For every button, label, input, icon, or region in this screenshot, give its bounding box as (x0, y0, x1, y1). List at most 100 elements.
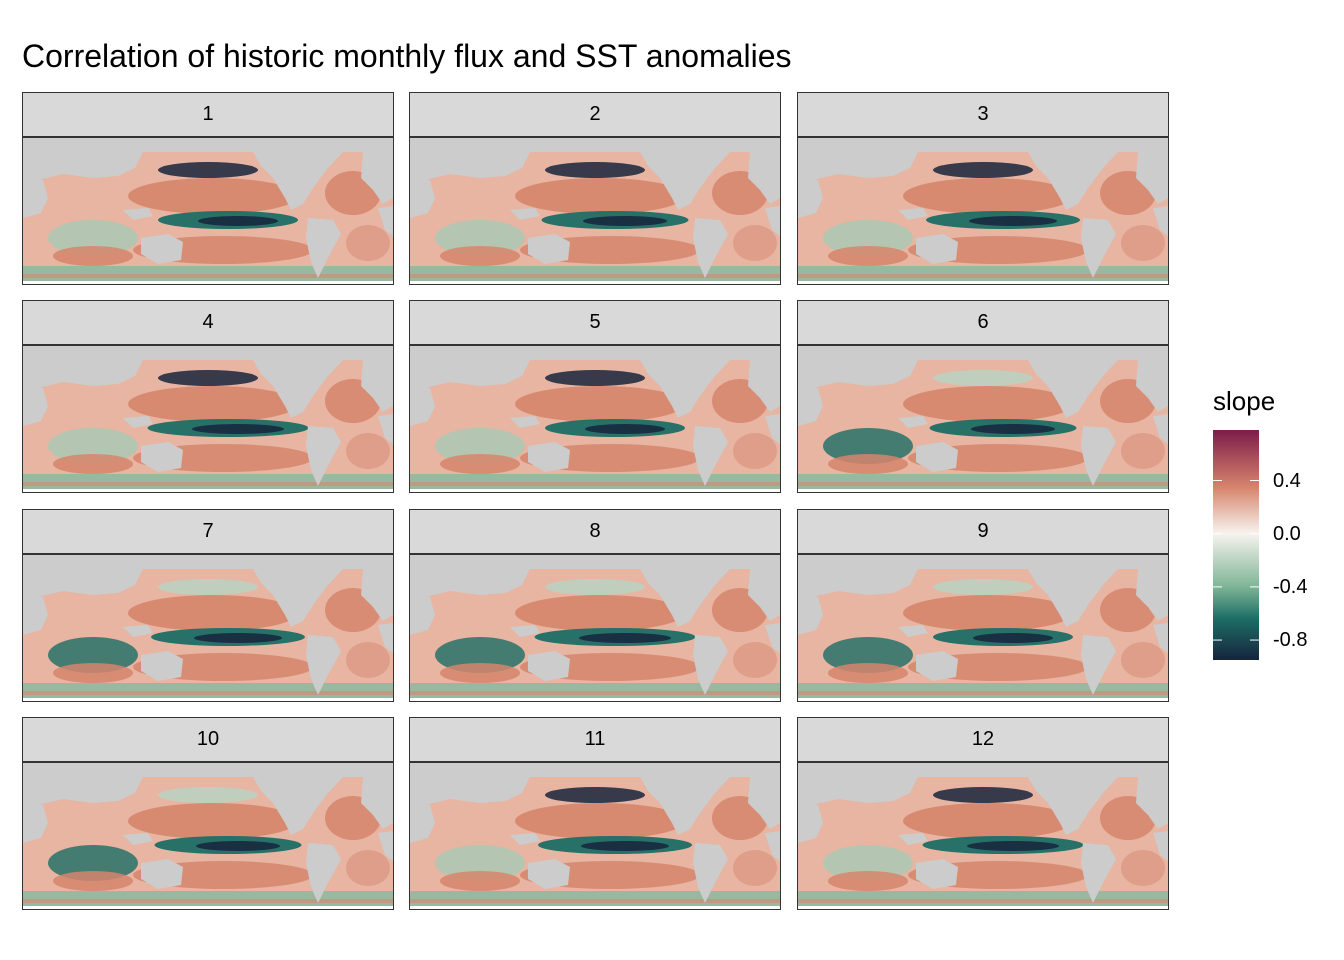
arctic-land (410, 763, 780, 777)
europe-land (361, 152, 393, 204)
maritime-continent-land (123, 208, 153, 220)
facet-strip-label: 4 (22, 300, 394, 345)
indian-ocean (48, 428, 138, 464)
subarctic-band (545, 370, 645, 386)
south-atlantic (1121, 642, 1165, 678)
north-pacific-band (903, 386, 1073, 422)
australia-land (528, 442, 570, 472)
south-indian-band (828, 871, 908, 891)
south-indian-band (53, 246, 133, 266)
europe-land (1136, 152, 1168, 204)
maritime-continent-land (898, 833, 928, 845)
arctic-land (23, 138, 393, 152)
south-america-land (1081, 635, 1116, 695)
southern-ocean-streak (798, 691, 1168, 695)
indian-ocean (823, 637, 913, 673)
antarctica-edge (798, 489, 1168, 492)
north-america-land (1028, 360, 1118, 418)
australia-land (528, 859, 570, 889)
indian-ocean (48, 637, 138, 673)
europe-land (1136, 569, 1168, 621)
eurasia-land (410, 777, 530, 805)
eurasia-land (798, 569, 918, 597)
australia-land (141, 442, 183, 472)
north-pacific-band (515, 386, 685, 422)
south-america-land (306, 843, 341, 903)
eurasia-land (23, 569, 143, 597)
facet-panel-9: 9 (797, 509, 1169, 702)
antarctica-edge (410, 698, 780, 701)
facet-map-svg (23, 555, 393, 701)
south-indian-band (440, 663, 520, 683)
australia-land (141, 651, 183, 681)
antarctica-edge (410, 489, 780, 492)
europe-land (1136, 360, 1168, 412)
australia-land (141, 859, 183, 889)
africa-land (23, 803, 48, 843)
maritime-continent-land (510, 208, 540, 220)
facet-map (22, 762, 394, 910)
africa-east-land (378, 206, 393, 236)
southern-ocean-streak (410, 482, 780, 486)
arctic-land (23, 555, 393, 569)
europe-land (748, 777, 780, 829)
antarctica-edge (410, 281, 780, 284)
facet-map-svg (798, 138, 1168, 284)
facet-map-svg (798, 346, 1168, 492)
antarctica-edge (23, 489, 393, 492)
africa-east-land (1153, 206, 1168, 236)
equatorial-pacific-core (585, 424, 665, 434)
africa-east-land (1153, 623, 1168, 653)
facet-panel-10: 10 (22, 717, 394, 910)
southern-ocean-streak (798, 899, 1168, 903)
equatorial-pacific-core (969, 216, 1057, 226)
facet-map-svg (23, 138, 393, 284)
facet-panel-7: 7 (22, 509, 394, 702)
facet-map-svg (23, 346, 393, 492)
south-america-land (1081, 843, 1116, 903)
arctic-land (23, 763, 393, 777)
north-america-land (1028, 152, 1118, 210)
facet-map (797, 345, 1169, 493)
facet-panel-1: 1 (22, 92, 394, 285)
south-america-land (306, 426, 341, 486)
southern-ocean-streak (410, 899, 780, 903)
facet-map (797, 762, 1169, 910)
indian-ocean (435, 845, 525, 881)
facet-map (409, 137, 781, 285)
south-atlantic (733, 642, 777, 678)
facet-map-svg (410, 138, 780, 284)
australia-land (528, 234, 570, 264)
north-pacific-band (128, 803, 298, 839)
facet-strip-label: 11 (409, 717, 781, 762)
south-indian-band (440, 454, 520, 474)
europe-land (361, 569, 393, 621)
eurasia-land (23, 360, 143, 388)
maritime-continent-land (123, 625, 153, 637)
indian-ocean (823, 845, 913, 881)
europe-land (748, 360, 780, 412)
facet-panel-12: 12 (797, 717, 1169, 910)
indian-ocean (48, 220, 138, 256)
indian-ocean (823, 220, 913, 256)
eurasia-land (23, 152, 143, 180)
arctic-land (410, 138, 780, 152)
subarctic-band (545, 579, 645, 595)
antarctica-edge (410, 906, 780, 909)
southern-ocean-streak (798, 274, 1168, 278)
eurasia-land (23, 777, 143, 805)
africa-east-land (1153, 414, 1168, 444)
north-america-land (1028, 777, 1118, 835)
australia-land (528, 651, 570, 681)
antarctica-edge (798, 906, 1168, 909)
north-pacific-band (903, 803, 1073, 839)
africa-east-land (765, 206, 780, 236)
south-indian-band (440, 871, 520, 891)
south-atlantic (733, 433, 777, 469)
equatorial-pacific-core (581, 841, 669, 851)
south-america-land (693, 218, 728, 278)
south-indian-band (440, 246, 520, 266)
indian-ocean (435, 220, 525, 256)
africa-land (23, 178, 48, 218)
africa-east-land (765, 414, 780, 444)
